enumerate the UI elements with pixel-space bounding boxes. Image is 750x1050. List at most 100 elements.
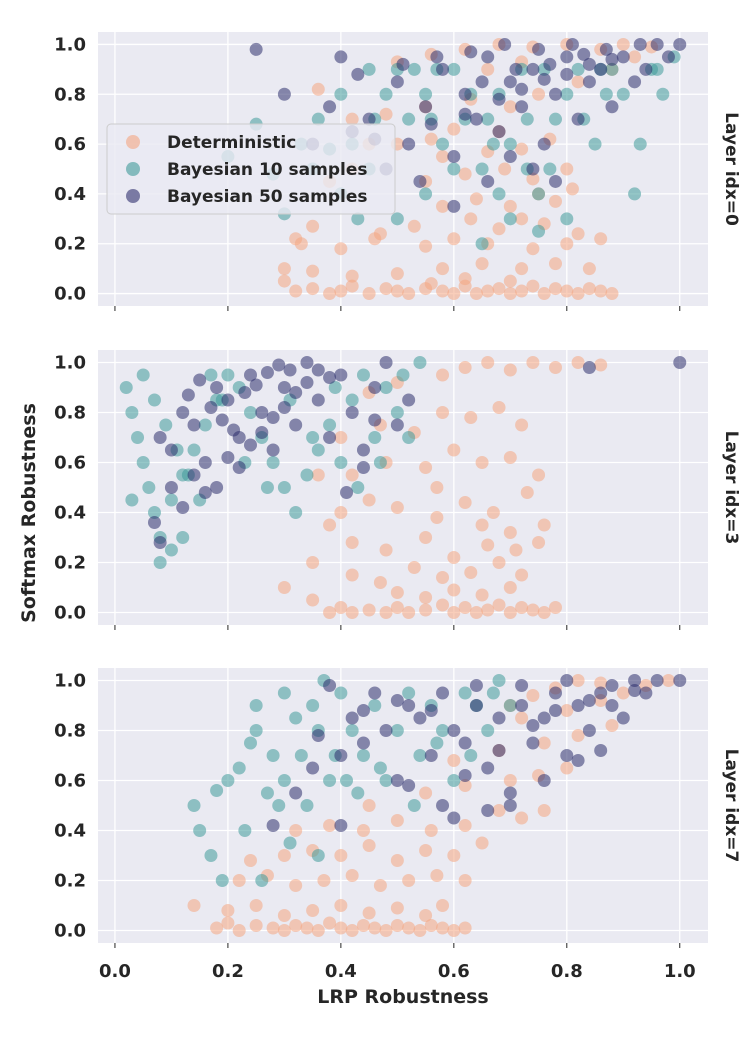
data-point <box>159 418 173 432</box>
data-point <box>532 468 546 482</box>
data-point <box>221 368 235 382</box>
series-bayesian-50-samples <box>147 356 687 549</box>
data-point <box>469 679 483 692</box>
data-point <box>193 824 207 837</box>
panel-background <box>98 350 708 625</box>
data-point <box>571 75 585 89</box>
data-point <box>436 571 450 584</box>
data-point <box>311 849 325 862</box>
data-point <box>351 67 365 81</box>
data-point <box>673 356 687 369</box>
data-point <box>249 42 263 56</box>
data-point <box>311 112 325 126</box>
data-point <box>373 576 387 589</box>
data-point <box>498 37 512 51</box>
data-point <box>402 921 416 935</box>
data-point <box>503 137 517 151</box>
data-point <box>560 87 574 101</box>
data-point <box>390 601 404 614</box>
data-point <box>605 287 619 301</box>
data-point <box>447 811 461 825</box>
data-point <box>362 799 376 812</box>
y-tick-label: 0.2 <box>54 234 86 255</box>
data-point <box>390 814 404 827</box>
data-point <box>289 232 303 246</box>
data-point <box>407 219 421 233</box>
data-point <box>227 423 241 437</box>
data-point <box>368 921 382 935</box>
data-point <box>345 536 359 549</box>
data-point <box>249 899 263 912</box>
data-point <box>526 603 540 617</box>
data-point <box>147 516 161 529</box>
data-point <box>594 358 608 372</box>
data-point <box>345 279 359 293</box>
data-point <box>447 162 461 176</box>
y-tick-label: 0.6 <box>54 453 86 474</box>
x-tick-label: 0.6 <box>438 961 470 982</box>
data-point <box>509 62 523 76</box>
data-point <box>379 724 393 737</box>
data-point <box>577 47 591 61</box>
data-point <box>549 686 562 700</box>
data-point <box>458 819 472 832</box>
data-point <box>311 443 325 457</box>
data-point <box>447 287 461 301</box>
data-point <box>232 461 246 474</box>
data-point <box>334 686 348 700</box>
data-point <box>232 874 246 887</box>
data-point <box>187 468 201 482</box>
data-point <box>277 87 291 101</box>
data-point <box>244 406 257 419</box>
data-point <box>255 426 269 439</box>
data-point <box>396 57 410 71</box>
data-point <box>306 761 320 775</box>
data-point <box>481 356 495 369</box>
data-point <box>272 358 286 372</box>
data-point <box>605 100 619 114</box>
data-point <box>131 431 145 444</box>
data-point <box>464 212 478 226</box>
data-point <box>509 543 523 557</box>
data-point <box>492 556 506 569</box>
data-point <box>469 192 483 206</box>
data-point <box>187 799 201 812</box>
data-point <box>147 506 161 519</box>
data-point <box>481 603 495 617</box>
data-point <box>447 443 461 457</box>
data-point <box>277 262 291 276</box>
data-point <box>628 50 642 64</box>
data-point <box>289 506 303 519</box>
data-point <box>198 418 212 432</box>
data-point <box>362 839 376 852</box>
data-point <box>396 368 410 382</box>
data-point <box>368 686 382 700</box>
data-point <box>419 87 433 101</box>
data-point <box>277 686 291 700</box>
data-point <box>549 87 562 101</box>
data-point <box>628 684 642 697</box>
data-point <box>436 899 450 912</box>
data-point <box>317 874 331 887</box>
data-point <box>447 724 461 737</box>
x-tick-label: 0.8 <box>551 961 583 982</box>
data-point <box>323 916 337 930</box>
data-point <box>582 694 596 707</box>
data-point <box>232 924 246 937</box>
data-point <box>549 174 562 188</box>
data-point <box>379 87 393 101</box>
data-point <box>311 729 325 742</box>
data-point <box>430 511 444 524</box>
data-point <box>447 62 461 76</box>
data-point <box>447 754 461 767</box>
y-tick-label: 0.4 <box>54 503 86 524</box>
data-point <box>503 799 517 812</box>
data-point <box>356 704 370 717</box>
data-point <box>345 724 359 737</box>
data-point <box>582 262 596 276</box>
data-point <box>373 879 387 892</box>
data-point <box>221 904 235 917</box>
row-label: Layer idx=3 <box>721 431 741 545</box>
data-point <box>515 100 529 114</box>
data-point <box>323 418 337 432</box>
